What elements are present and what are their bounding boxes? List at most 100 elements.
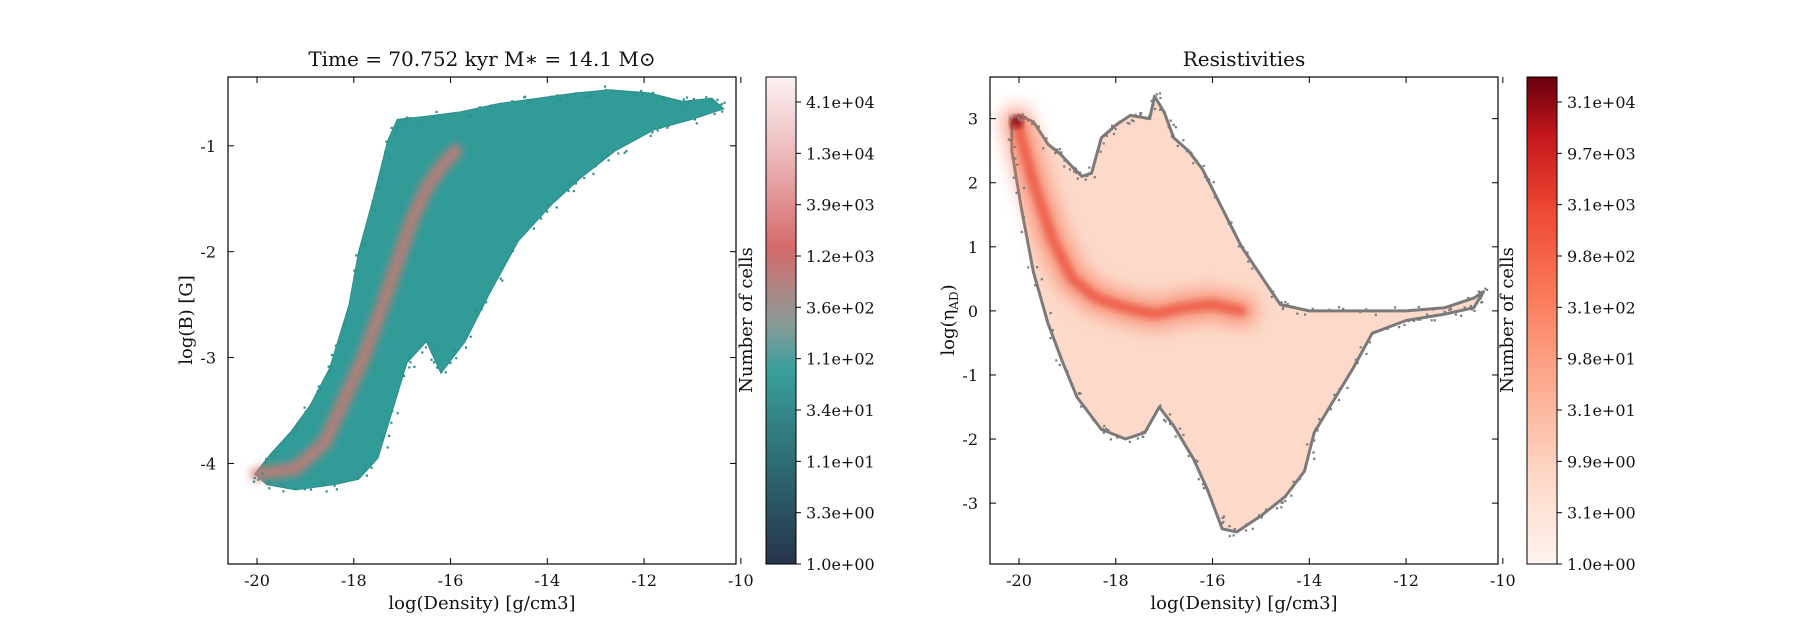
p2-speck — [1247, 260, 1250, 263]
p1-speck — [634, 93, 637, 96]
p1-ytick-label: -4 — [200, 454, 216, 473]
p1-speck — [253, 476, 256, 480]
p2-xtick-label: -18 — [1103, 571, 1129, 590]
p2-speck — [1374, 313, 1377, 316]
p1-speck — [403, 374, 406, 377]
p1-speck — [335, 488, 338, 491]
p2-speck — [1275, 507, 1279, 510]
p2-speck — [1187, 454, 1190, 458]
p1-speck — [451, 112, 454, 115]
p2-speck — [1037, 125, 1040, 128]
p2-speck — [1290, 494, 1293, 497]
p2-speck — [1092, 419, 1095, 422]
p2-ytick-label: -3 — [962, 494, 978, 513]
p1-speck — [572, 190, 575, 193]
p2-speck — [1481, 301, 1484, 304]
p2-speck — [1043, 312, 1047, 315]
p1-xtick-label: -20 — [244, 571, 270, 590]
p1-speck — [356, 473, 359, 476]
p1-speck — [280, 483, 283, 486]
p2-speck — [1049, 337, 1052, 340]
p1-ytick-label: -3 — [200, 349, 216, 368]
p2-speck — [1185, 150, 1188, 153]
p1-speck — [589, 96, 592, 99]
p2-speck — [1342, 307, 1345, 310]
p1-speck — [303, 406, 306, 409]
p2-speck — [1480, 295, 1483, 298]
p2-speck — [1007, 138, 1010, 141]
p2-xtick-label: -14 — [1296, 571, 1322, 590]
p1-speck — [407, 355, 410, 358]
p1-speck — [390, 421, 393, 424]
p2-speck — [1316, 429, 1319, 432]
p2-speck — [1224, 528, 1227, 531]
p2-speck — [1054, 152, 1057, 155]
p2-speck — [1107, 429, 1110, 432]
p2-speck — [1318, 418, 1321, 421]
p2-speck — [1101, 427, 1105, 431]
p1-xtick-label: -14 — [534, 571, 560, 590]
p1-speck — [283, 441, 286, 444]
p1-speck — [716, 98, 719, 101]
p2-speck — [1009, 117, 1012, 120]
p2-speck — [1394, 306, 1397, 309]
panel1-density-ridge — [250, 144, 463, 481]
p1-cb-tick-label: 3.4e+01 — [806, 401, 875, 420]
p1-speck — [395, 128, 398, 131]
p1-speck — [371, 200, 374, 203]
p2-speck — [1076, 177, 1079, 180]
p2-speck — [1060, 151, 1063, 154]
p1-speck — [692, 98, 695, 101]
p1-speck — [390, 126, 393, 129]
p2-speck — [1164, 420, 1167, 423]
p2-speck — [1334, 394, 1337, 397]
p1-speck — [666, 126, 669, 129]
p2-speck — [1012, 176, 1015, 179]
p2-speck — [1430, 319, 1433, 322]
p1-speck — [381, 178, 384, 181]
panel2-colorbar-label: Number of cells — [1497, 247, 1518, 393]
p2-speck — [1063, 165, 1066, 168]
p2-xtick-label: -16 — [1200, 571, 1226, 590]
p2-speck — [1024, 116, 1027, 119]
p1-speck — [698, 112, 701, 115]
p2-speck — [1432, 308, 1435, 311]
p1-speck — [449, 361, 452, 364]
p1-speck — [426, 341, 429, 344]
p2-ytick-label: 0 — [968, 302, 978, 321]
p2-speck — [1114, 127, 1117, 130]
p2-speck — [1203, 175, 1207, 178]
p2-speck — [1416, 318, 1419, 321]
p2-speck — [1145, 428, 1149, 431]
p1-speck — [667, 124, 670, 127]
p1-speck — [585, 95, 589, 98]
p1-speck — [463, 337, 466, 340]
p1-speck — [263, 461, 266, 464]
p1-speck — [370, 466, 373, 469]
p1-speck — [677, 118, 680, 121]
p2-speck — [1258, 514, 1261, 517]
p1-speck — [514, 238, 517, 241]
p2-speck — [1142, 431, 1146, 434]
p2-speck — [1102, 431, 1105, 434]
p1-speck — [627, 95, 630, 98]
p1-speck — [273, 450, 276, 453]
p1-speck — [376, 187, 379, 190]
p2-speck — [1013, 145, 1016, 148]
density-b-panel: Time = 70.752 kyr M∗ = 14.1 M⊙ -20 -18 -16… — [176, 47, 875, 614]
p2-speck — [1027, 119, 1030, 122]
p1-speck — [663, 98, 666, 101]
p2-speck — [1477, 290, 1480, 293]
p1-cb-tick-label: 1.3e+04 — [806, 144, 875, 163]
p1-speck — [265, 458, 268, 461]
p2-speck — [1150, 99, 1153, 102]
p2-cb-tick-label: 9.9e+00 — [1567, 452, 1636, 471]
p1-speck — [325, 490, 328, 493]
p2-cb-tick-label: 9.8e+02 — [1567, 247, 1636, 266]
p2-speck — [1194, 459, 1197, 462]
p2-speck — [1230, 221, 1233, 224]
p2-speck — [1178, 427, 1182, 430]
p1-speck — [391, 410, 394, 413]
p2-speck — [1281, 501, 1284, 504]
p2-speck — [1020, 230, 1023, 233]
